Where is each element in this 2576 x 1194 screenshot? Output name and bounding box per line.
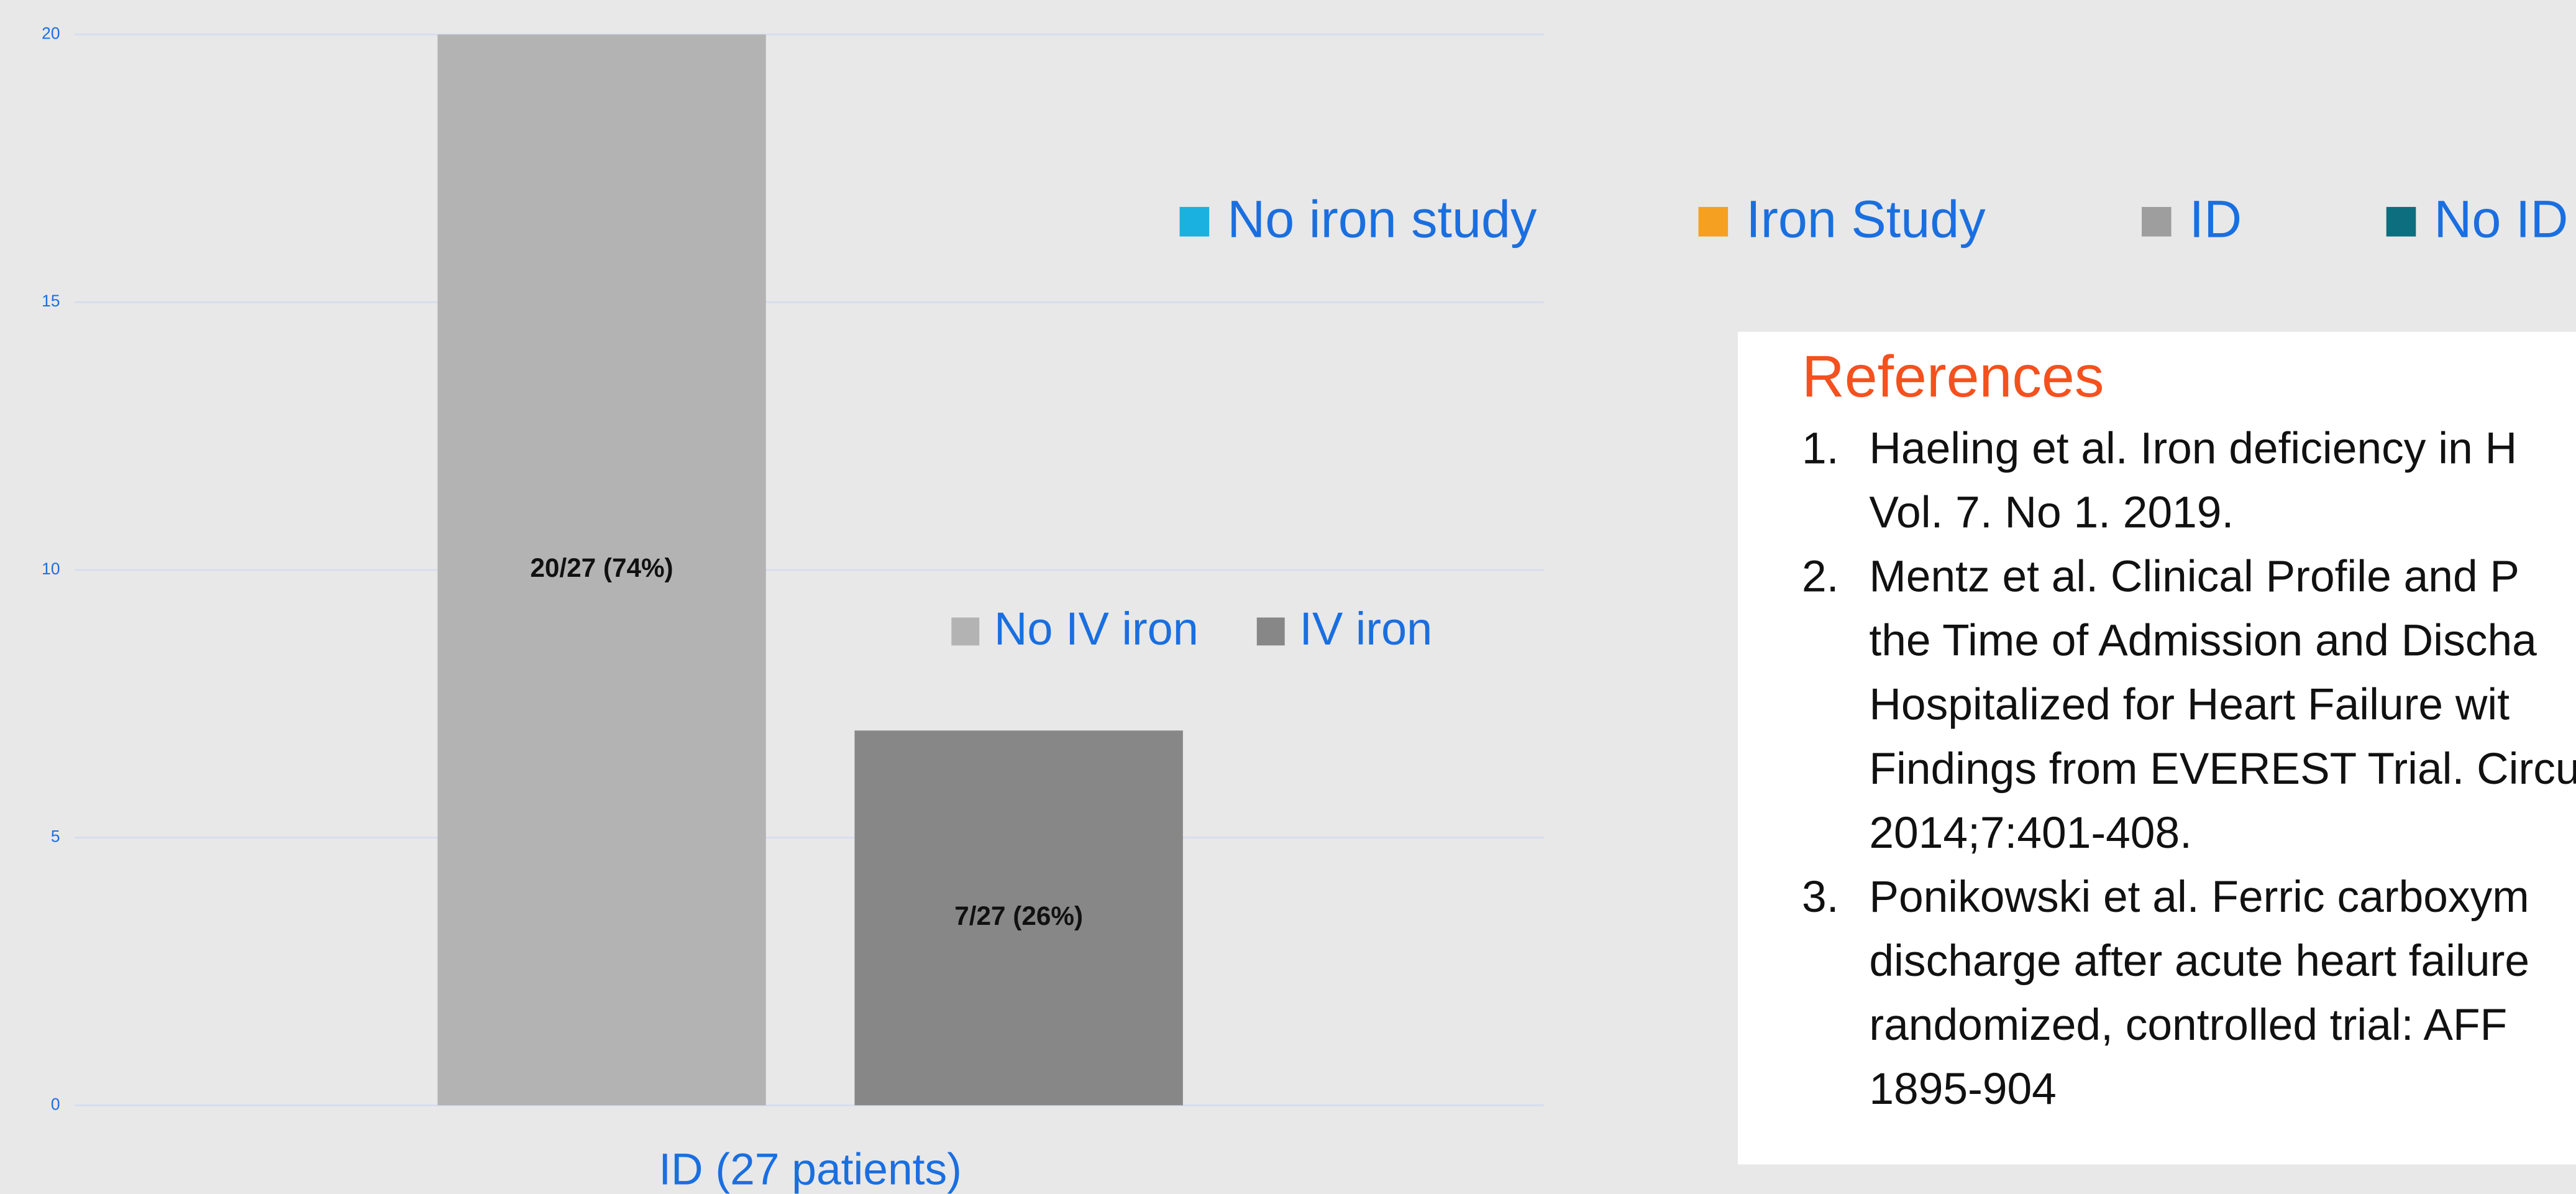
reference-line: Mentz et al. Clinical Profile and P [1869, 552, 2519, 602]
legend-label: No iron study [1227, 190, 1537, 249]
reference-line: Haeling et al. Iron deficiency in H [1869, 423, 2517, 473]
references-box [1738, 331, 2576, 1165]
value-label: 20/27 (74%) [530, 553, 673, 582]
bar [854, 730, 1183, 1106]
legend-label: IV iron [1299, 603, 1432, 654]
legend-label: ID [2190, 190, 2242, 249]
legend-swatch [2386, 206, 2416, 237]
legend-swatch [2142, 206, 2172, 237]
x-tick-label: ID (27 patients) [659, 1144, 962, 1194]
reference-line: 1895-904 [1869, 1064, 2056, 1114]
y-tick-label: 10 [42, 559, 60, 578]
reference-line: Vol. 7. No 1. 2019. [1869, 488, 2234, 538]
reference-number: 1. [1802, 423, 1839, 473]
legend-swatch [1256, 617, 1285, 646]
legend-label: No ID [2434, 190, 2568, 249]
bar [437, 34, 766, 1106]
legend-label: Iron Study [1746, 190, 1986, 249]
legend-swatch [951, 617, 980, 646]
reference-line: 2014;7:401-408. [1869, 808, 2192, 858]
legend-swatch [1698, 206, 1729, 237]
y-tick-label: 0 [51, 1095, 60, 1113]
legend-swatch [1179, 206, 1210, 237]
reference-number: 2. [1802, 552, 1839, 602]
reference-line: the Time of Admission and Discha [1869, 616, 2537, 666]
reference-line: Findings from EVEREST Trial. Circu [1869, 744, 2576, 794]
y-tick-label: 20 [42, 24, 60, 42]
y-tick-label: 15 [42, 292, 60, 310]
reference-number: 3. [1802, 872, 1839, 922]
reference-line: Hospitalized for Heart Failure wit [1869, 680, 2510, 730]
reference-line: discharge after acute heart failure [1869, 936, 2529, 986]
legend-label: No IV iron [994, 603, 1199, 654]
reference-line: randomized, controlled trial: AFF [1869, 1000, 2507, 1050]
y-tick-label: 5 [51, 827, 60, 846]
reference-line: Ponikowski et al. Ferric carboxym [1869, 872, 2529, 922]
references-title: References [1802, 344, 2104, 410]
value-label: 7/27 (26%) [954, 901, 1083, 930]
